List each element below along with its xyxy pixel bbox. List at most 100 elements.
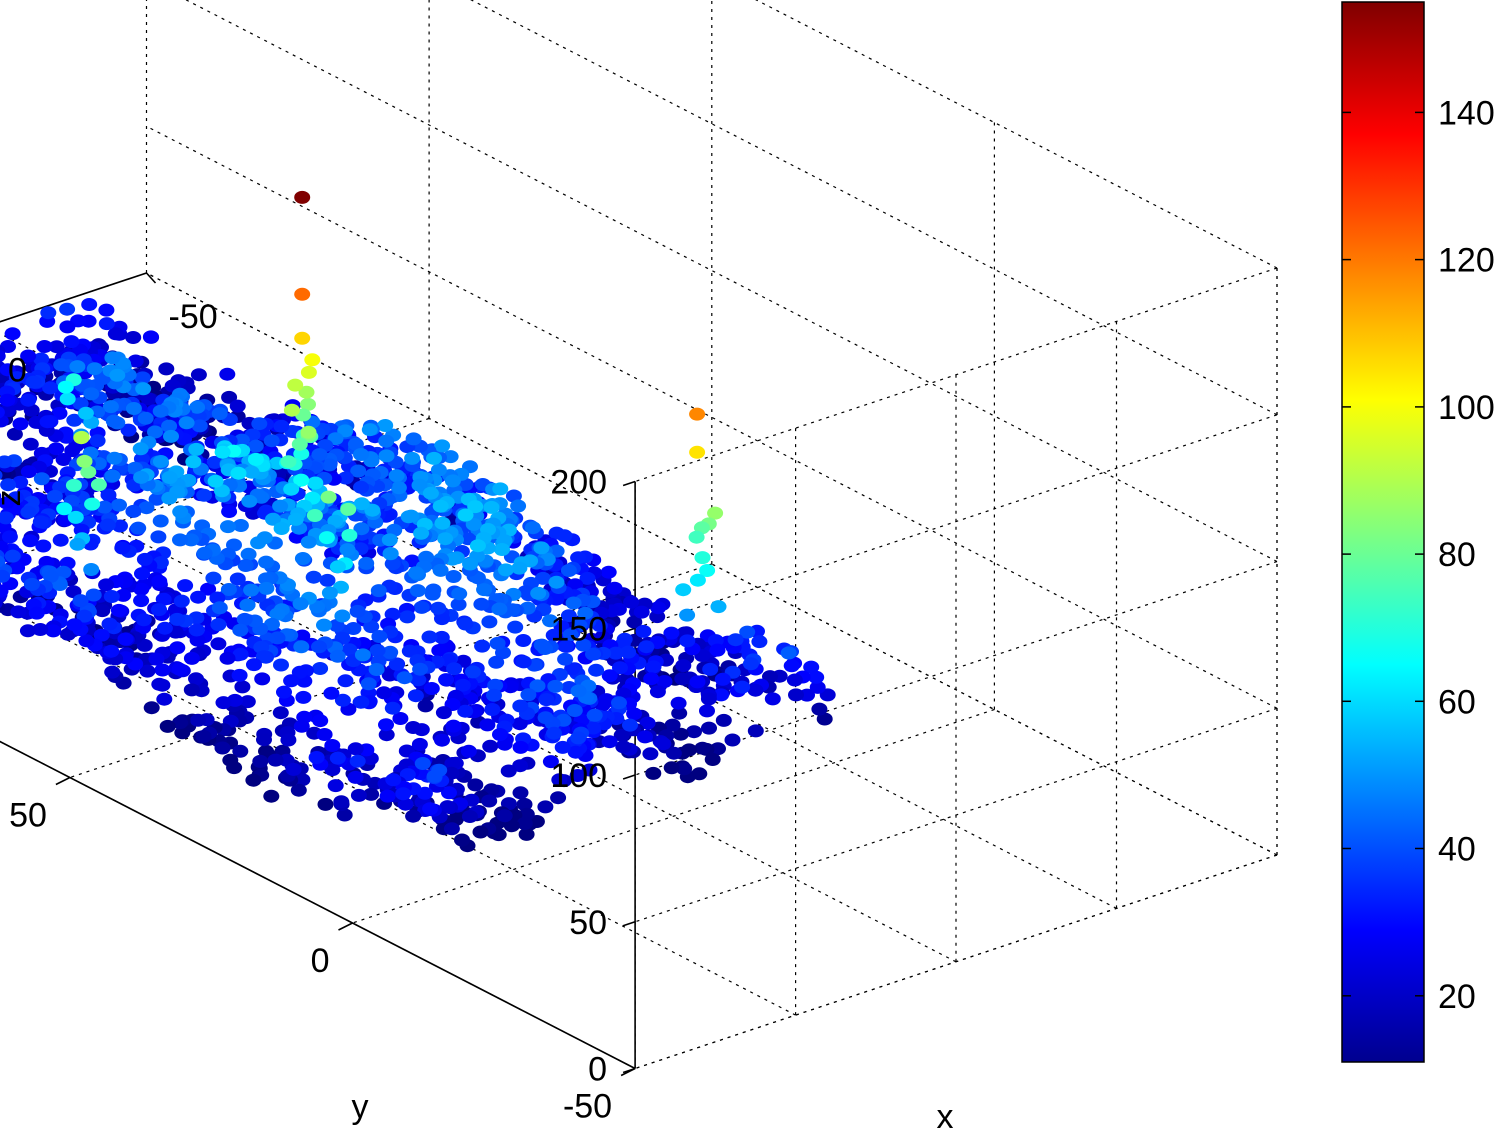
data-point [384,607,401,621]
data-point [467,500,484,514]
data-point [132,442,149,456]
data-point [643,672,660,686]
data-point [384,701,401,715]
data-point [551,773,568,787]
data-point [104,469,121,483]
data-point [81,298,98,311]
data-point [59,392,76,406]
data-point [426,769,443,783]
axis-labels: x y z [0,490,954,1132]
z-tick-mark [622,1067,636,1074]
data-point [433,630,450,644]
data-point [232,623,249,637]
data-point [334,609,351,623]
data-point [538,693,555,707]
data-point [803,660,820,674]
data-point [434,612,450,626]
data-point [152,404,169,418]
data-point [412,662,429,676]
data-point [195,730,212,743]
data-point [59,302,76,316]
data-point [747,724,764,738]
data-point [670,696,687,710]
data-point [0,455,13,469]
data-point [173,594,190,608]
data-point [273,658,289,672]
data-point [469,539,486,553]
data-point [20,349,37,363]
data-point [102,400,119,414]
data-point [557,652,574,666]
data-point [293,447,310,461]
data-point [642,747,659,761]
data-point [548,575,565,589]
data-point [206,455,223,469]
data-point [269,607,286,621]
data-point [98,303,115,317]
data-point [188,672,204,686]
grid-line [634,267,1278,483]
data-point [300,397,316,411]
data-point [378,718,394,732]
data-point [247,452,264,466]
data-point [663,761,680,775]
data-point [410,673,427,687]
data-point [20,393,37,407]
data-point [542,614,559,628]
data-point [486,688,502,702]
data-point [570,731,587,745]
data-point [704,753,721,766]
data-point [443,822,460,836]
data-point [424,587,441,601]
data-point [209,591,226,605]
data-point [0,492,2,500]
data-point [0,470,3,481]
data-point [232,647,249,661]
data-point [340,502,357,516]
data-point [305,570,322,584]
data-point [251,417,268,431]
data-point [207,474,224,488]
data-point [434,516,451,530]
data-point [600,565,617,579]
data-point [512,786,529,800]
data-point [689,573,706,587]
data-point [422,802,439,816]
data-point [66,413,83,427]
data-point [699,704,715,718]
data-point [280,455,297,469]
data-point [385,773,402,787]
data-point [33,472,50,486]
data-point [188,442,205,456]
data-point [494,543,510,556]
data-point [371,630,388,643]
data-point [76,609,93,623]
data-point [273,522,290,535]
data-point [710,600,727,614]
data-point [405,721,422,734]
data-point [786,673,803,687]
data-point [101,617,118,631]
data-point [564,662,581,676]
data-point [163,429,179,443]
data-point [172,533,188,547]
data-point [438,673,455,687]
data-point [479,718,496,732]
data-point [816,712,833,726]
data-point [638,640,655,654]
data-point [46,489,63,503]
data-point [10,605,27,619]
data-point [714,672,731,686]
data-point [430,463,447,477]
data-point [497,563,514,577]
data-point [715,713,732,727]
data-point [152,455,169,468]
data-point [542,755,559,769]
y-tick-label: 0 [311,942,330,980]
data-point [780,646,797,660]
data-point [811,702,828,716]
data-point [350,788,367,802]
data-point [515,655,532,669]
data-point [339,543,356,557]
